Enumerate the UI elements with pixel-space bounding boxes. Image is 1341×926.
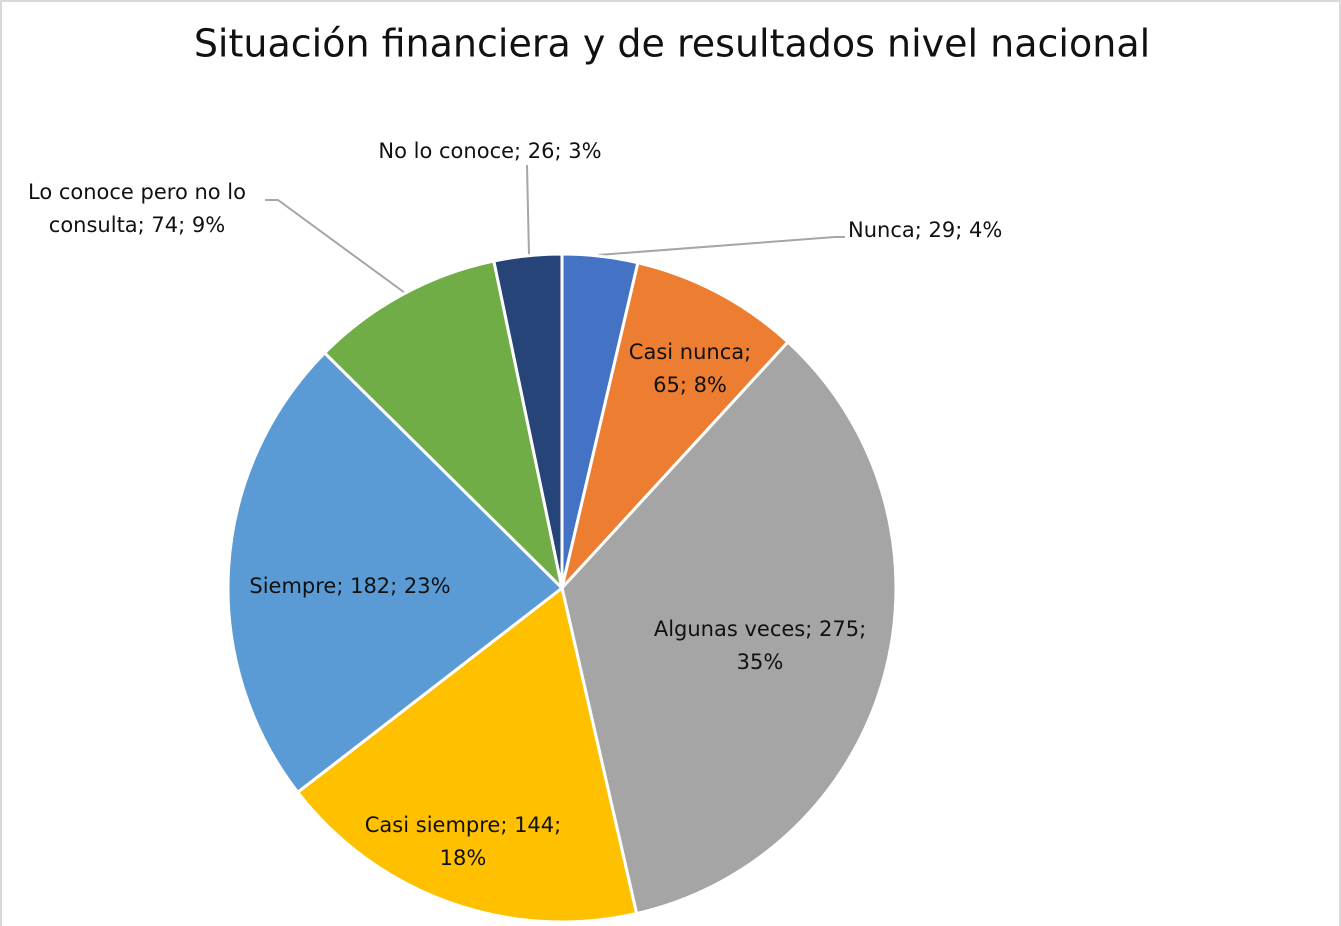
data-label: Lo conoce pero no lo consulta; 74; 9% [28,180,246,237]
data-label: Nunca; 29; 4% [848,218,1002,242]
data-label-line: consulta; 74; 9% [49,213,225,237]
data-label-line: Lo conoce pero no lo [28,180,246,204]
data-label-line: Nunca; 29; 4% [848,218,1002,242]
data-label: Casi nunca; 65; 8% [629,340,751,397]
pie-slice [322,259,565,593]
data-label-line: 35% [737,650,784,674]
pie-slice [492,252,564,589]
data-label-line: Casi siempre; 144; [365,813,561,837]
data-label-line: 65; 8% [653,373,727,397]
data-label: Algunas veces; 275; 35% [654,617,866,674]
pie-slice [560,339,898,916]
leader-line [526,164,530,256]
leader-line [265,199,406,294]
data-label: No lo conoce; 26; 3% [378,139,601,163]
leader-line [597,236,845,256]
pie-slice [559,260,791,594]
pie-slice [295,585,639,924]
data-label: Casi siempre; 144; 18% [365,813,561,870]
data-label: Siempre; 182; 23% [249,574,450,598]
chart-title: Situación financiera y de resultados niv… [194,22,1150,66]
data-label-line: Algunas veces; 275; [654,617,866,641]
data-label-line: No lo conoce; 26; 3% [378,139,601,163]
pie-slice [226,350,565,795]
data-label-line: 18% [440,846,487,870]
data-label-line: Siempre; 182; 23% [249,574,450,598]
data-label-line: Casi nunca; [629,340,751,364]
